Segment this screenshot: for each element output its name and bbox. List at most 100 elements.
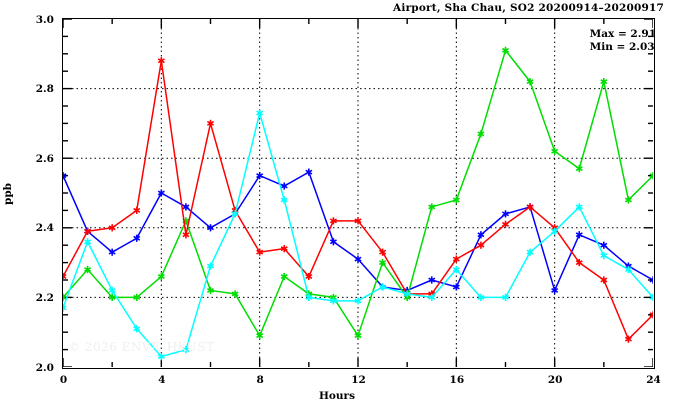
data-point-marker: [157, 272, 165, 281]
data-point-marker: [501, 46, 510, 54]
data-point-marker: [63, 293, 67, 301]
chart-title: Airport, Sha Chau, SO2 20200914–20200917: [393, 2, 664, 14]
x-tick-label: 12: [351, 374, 366, 386]
y-tick-label: 3.0: [35, 13, 54, 26]
data-point-marker: [452, 255, 460, 263]
x-axis-title: Hours: [318, 390, 355, 402]
y-axis-title: ppb: [2, 182, 14, 206]
max-value-label: Max = 2.91: [589, 28, 656, 40]
data-point-marker: [649, 172, 653, 180]
min-value-label: Min = 2.03: [589, 41, 655, 53]
y-tick-label: 2.0: [35, 361, 54, 374]
gridlines: [63, 19, 653, 367]
data-point-marker: [551, 286, 559, 295]
data-point-marker: [477, 241, 485, 249]
data-point-marker: [452, 283, 460, 291]
data-point-marker: [501, 293, 510, 301]
data-point-marker: [452, 265, 460, 274]
tick-marks: [63, 19, 653, 367]
data-point-marker: [305, 293, 313, 301]
x-tick-label: 8: [256, 374, 264, 386]
data-point-marker: [526, 203, 534, 211]
data-point-marker: [108, 293, 116, 301]
data-point-marker: [526, 78, 534, 86]
data-point-marker: [280, 272, 288, 281]
data-point-marker: [305, 168, 313, 176]
data-point-marker: [63, 304, 67, 312]
data-point-marker: [182, 203, 190, 211]
plot-area: [62, 18, 655, 369]
y-tick-label: 2.2: [35, 291, 54, 304]
stats-annotation: Max = 2.91 Min = 2.03: [590, 28, 656, 54]
data-point-marker: [63, 172, 67, 180]
data-point-marker: [280, 182, 288, 190]
data-point-marker: [329, 217, 337, 225]
data-point-marker: [280, 245, 288, 253]
data-point-marker: [354, 255, 362, 263]
data-point-marker: [551, 147, 559, 155]
data-point-marker: [428, 276, 436, 284]
data-point-marker: [280, 196, 288, 204]
data-point-marker: [256, 109, 264, 117]
data-point-marker: [624, 196, 632, 204]
data-point-marker: [379, 248, 387, 256]
data-point-marker: [108, 224, 116, 232]
data-point-marker: [477, 293, 485, 301]
data-point-marker: [108, 248, 116, 256]
data-point-marker: [182, 346, 190, 354]
data-point-marker: [501, 210, 510, 218]
y-tick-label: 2.8: [35, 83, 54, 96]
data-point-marker: [133, 234, 141, 242]
data-point-marker: [600, 276, 608, 284]
series-1: [63, 168, 653, 295]
data-point-marker: [428, 203, 436, 211]
data-point-marker: [354, 297, 362, 305]
x-tick-label: 16: [449, 374, 465, 386]
data-point-marker: [108, 286, 116, 295]
data-point-marker: [256, 172, 264, 180]
x-tick-label: 0: [59, 374, 68, 386]
data-point-marker: [157, 189, 165, 197]
x-tick-label: 4: [158, 374, 166, 386]
data-point-marker: [403, 290, 411, 298]
x-tick-label: 20: [547, 374, 563, 386]
data-point-marker: [133, 206, 141, 214]
data-point-marker: [206, 262, 215, 270]
series-4: [63, 109, 653, 361]
data-point-marker: [206, 224, 215, 232]
data-point-marker: [84, 238, 92, 246]
data-point-marker: [256, 248, 264, 256]
data-point-marker: [575, 231, 583, 239]
data-point-marker: [63, 272, 67, 281]
data-point-marker: [231, 290, 239, 298]
data-point-marker: [354, 217, 362, 225]
data-point-marker: [575, 203, 583, 211]
data-point-marker: [624, 335, 632, 343]
data-point-marker: [649, 276, 653, 284]
data-point-marker: [231, 210, 239, 218]
data-point-marker: [256, 332, 264, 340]
data-point-marker: [84, 227, 92, 235]
data-point-marker: [133, 325, 141, 333]
data-point-marker: [206, 119, 215, 127]
data-point-marker: [452, 196, 460, 204]
data-point-marker: [206, 286, 215, 295]
series-2: [63, 46, 653, 340]
data-point-marker: [354, 332, 362, 340]
data-point-marker: [157, 57, 165, 65]
chart-canvas: [63, 19, 653, 367]
data-point-marker: [379, 283, 387, 291]
data-point-marker: [649, 293, 653, 301]
data-point-marker: [305, 272, 313, 281]
x-tick-label: 24: [646, 374, 661, 386]
data-point-marker: [575, 165, 583, 173]
data-point-marker: [133, 293, 141, 301]
data-point-marker: [600, 241, 608, 249]
data-point-marker: [379, 259, 387, 267]
data-point-marker: [600, 78, 608, 86]
data-point-marker: [649, 311, 653, 319]
data-point-marker: [551, 227, 559, 235]
y-tick-label: 2.6: [35, 152, 54, 165]
data-point-marker: [526, 248, 534, 256]
data-point-marker: [329, 297, 337, 305]
